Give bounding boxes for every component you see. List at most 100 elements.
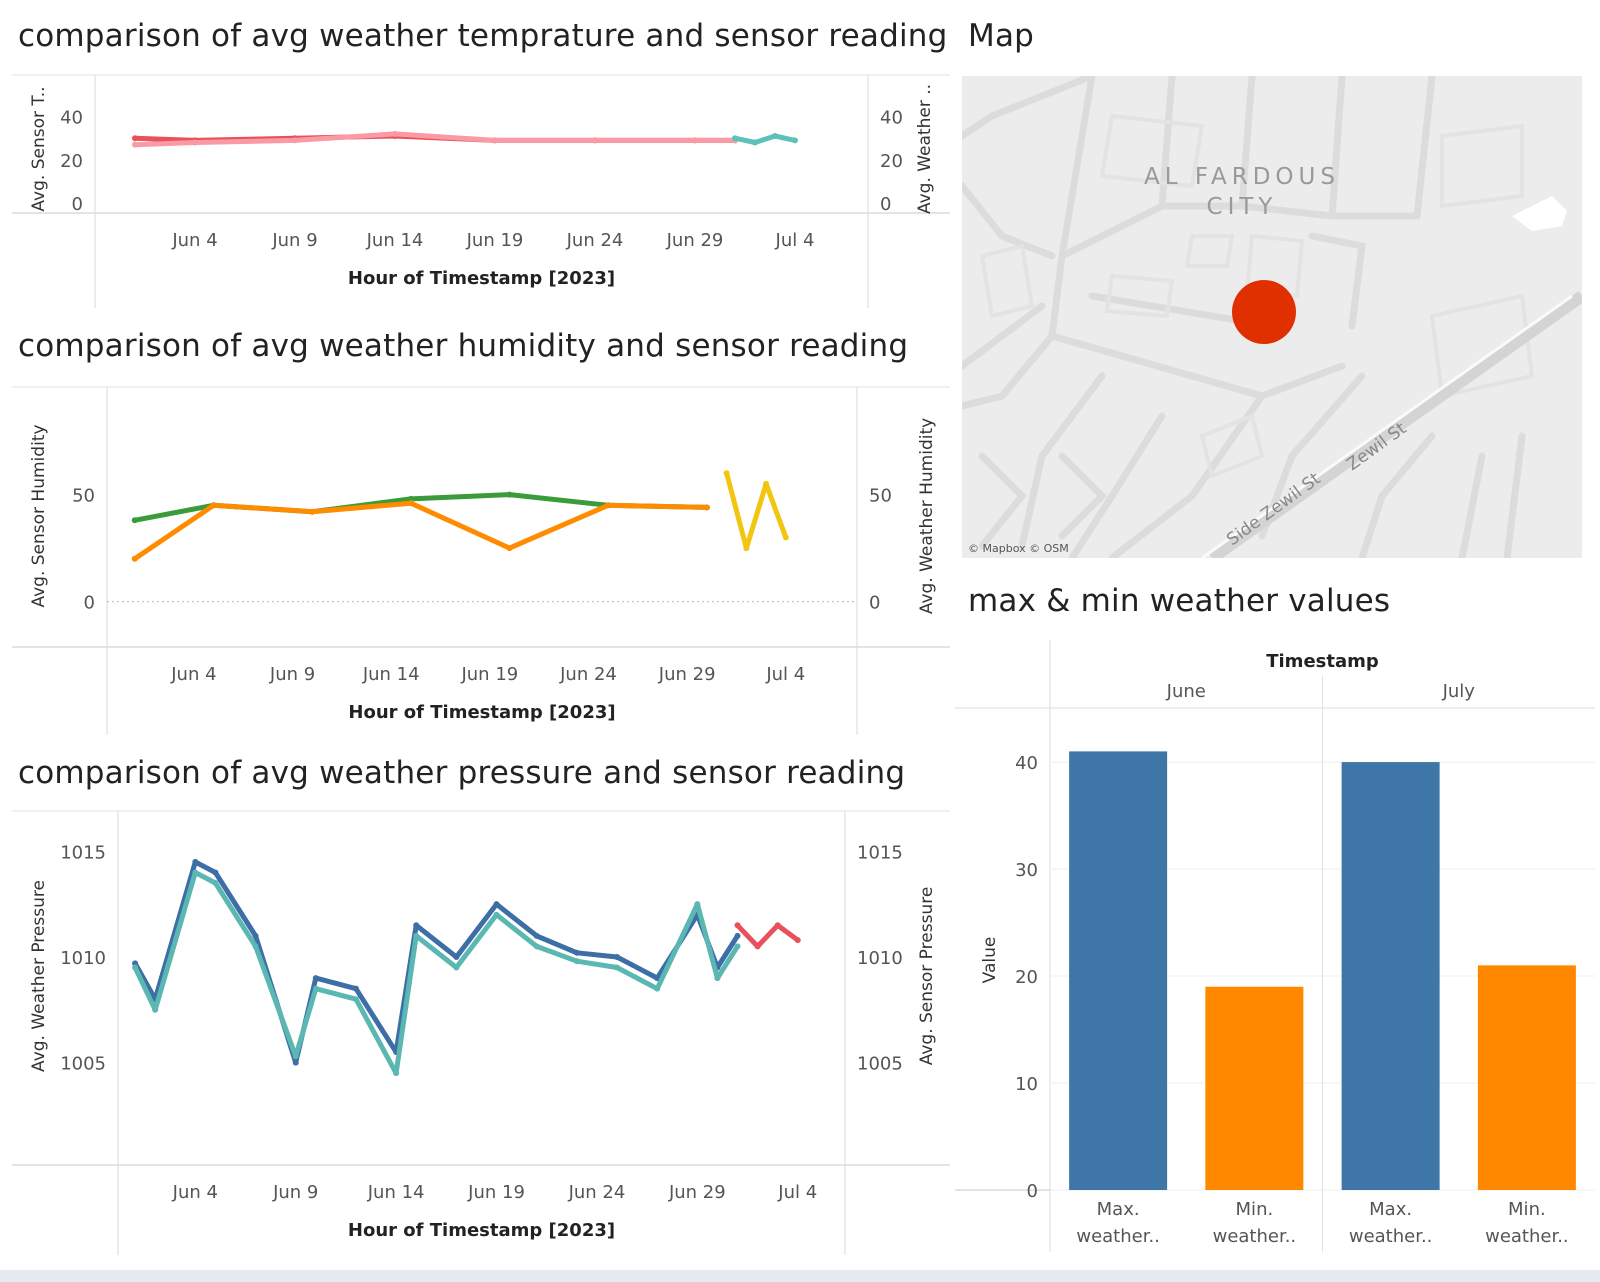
y-tick-label-left: 0	[72, 194, 83, 215]
x-tick-label: Jun 24	[566, 230, 624, 251]
humidity-chart[interactable]: 0 0 50 50 Avg. Sensor Humidity Avg. Weather H…	[0, 385, 950, 735]
data-point	[132, 141, 138, 148]
data-point	[734, 943, 741, 950]
data-point	[734, 932, 741, 939]
data-point	[752, 139, 758, 146]
data-point	[453, 953, 460, 960]
data-point	[694, 901, 701, 908]
map-street-label-2: Zewil St	[1343, 419, 1410, 476]
data-point	[132, 135, 138, 142]
x-tick-label: Jun 24	[559, 664, 617, 685]
data-point	[614, 964, 621, 971]
series-line-3	[732, 133, 798, 145]
y-tick-label-left: 1015	[60, 842, 106, 863]
y-axis-title-left: Avg. Weather Pressure	[29, 880, 49, 1072]
data-point	[763, 480, 770, 487]
y-tick-label: 40	[1015, 753, 1038, 774]
map-view[interactable]: AL FARDOUS CITY Side Zewil St Zewil St ©…	[962, 76, 1582, 558]
map-street-label: Side Zewil St	[1223, 469, 1324, 550]
x-tick-label: Jun 14	[367, 1182, 425, 1203]
y-tick-label: 20	[1015, 967, 1038, 988]
data-point	[533, 943, 540, 950]
data-point	[772, 133, 778, 140]
x-tick-label: Jun 29	[668, 1182, 726, 1203]
bar	[1477, 965, 1576, 1190]
data-point	[352, 985, 359, 992]
x-tick-label: Jul 4	[775, 230, 815, 251]
data-point	[192, 139, 198, 146]
data-point	[754, 943, 761, 950]
data-point	[252, 943, 259, 950]
bar	[1205, 986, 1304, 1190]
map-attribution: © Mapbox © OSM	[968, 542, 1069, 555]
map-area-label: AL FARDOUS	[1144, 164, 1340, 190]
y-tick-label-left: 1005	[60, 1054, 106, 1075]
y-tick-label-left: 1010	[60, 948, 106, 969]
data-point	[292, 1059, 299, 1066]
y-tick-label: 10	[1015, 1074, 1038, 1095]
x-axis-title: Hour of Timestamp [2023]	[348, 268, 615, 289]
data-point	[506, 545, 513, 552]
data-point	[192, 858, 199, 865]
y-axis-title-right: Avg. Weather Humidity	[917, 418, 937, 614]
data-point	[309, 508, 316, 515]
data-point	[392, 130, 398, 137]
map-landmark-shape	[1512, 196, 1567, 231]
data-point	[605, 502, 612, 509]
series-line-3	[735, 922, 801, 949]
data-point	[492, 137, 498, 144]
data-point	[792, 137, 798, 144]
data-point	[132, 960, 139, 967]
category-label-line1: Min.	[1236, 1199, 1274, 1220]
pressure-chart[interactable]: 1005 1005 1010 1010 1015 1015 Avg. Weather Pre…	[0, 810, 950, 1255]
data-point	[723, 470, 730, 477]
data-point	[312, 985, 319, 992]
data-point	[393, 1070, 400, 1077]
map-location-marker[interactable]	[1232, 280, 1296, 344]
y-tick-label-left: 40	[60, 108, 83, 129]
data-point	[453, 964, 460, 971]
category-label-line1: Max.	[1369, 1199, 1412, 1220]
bar	[1341, 762, 1440, 1190]
y-tick-label-right: 50	[869, 486, 892, 507]
y-tick-label-left: 0	[84, 593, 95, 614]
data-point	[312, 975, 319, 982]
x-tick-label: Jul 4	[765, 664, 805, 685]
x-tick-label: Jun 29	[666, 230, 724, 251]
bar	[1069, 751, 1168, 1190]
data-point	[407, 495, 414, 502]
series-line-1	[132, 859, 740, 1066]
data-point	[132, 964, 139, 971]
data-point	[252, 932, 259, 939]
y-axis-title-right: Avg. Sensor Pressure	[917, 887, 937, 1066]
y-tick-label-right: 1005	[857, 1054, 903, 1075]
category-label-line2: weather..	[1076, 1226, 1160, 1247]
data-point	[592, 137, 598, 144]
y-tick-label-right: 1010	[857, 948, 903, 969]
data-point	[131, 555, 138, 562]
humidity-chart-title: comparison of avg weather humidity and s…	[18, 328, 909, 364]
data-point	[292, 137, 298, 144]
data-point	[212, 869, 219, 876]
x-tick-label: Jun 19	[466, 230, 524, 251]
category-label-line2: weather..	[1213, 1226, 1297, 1247]
data-point	[703, 504, 710, 511]
data-point	[573, 958, 580, 965]
data-point	[413, 932, 420, 939]
data-point	[506, 491, 513, 498]
max-min-bar-chart[interactable]: Timestamp 0 10 20 30 40 Value June Max. weather..…	[955, 640, 1600, 1260]
y-axis-title-left: Avg. Sensor T..	[29, 86, 49, 211]
category-label-line2: weather..	[1349, 1226, 1433, 1247]
temp-chart[interactable]: 0 0 20 20 40 40 Avg. Sensor T.. Avg. Weather ..…	[0, 68, 950, 308]
data-point	[407, 500, 414, 507]
map-title: Map	[968, 18, 1035, 54]
x-tick-label: Jun 14	[366, 230, 424, 251]
y-tick-label-right: 0	[869, 593, 880, 614]
map-area-label-2: CITY	[1207, 194, 1278, 220]
x-tick-label: Jun 29	[658, 664, 716, 685]
data-point	[714, 975, 721, 982]
data-point	[774, 922, 781, 929]
data-point	[292, 1053, 299, 1060]
y-axis-title-right: Avg. Weather ..	[915, 84, 935, 214]
data-point	[192, 869, 199, 876]
